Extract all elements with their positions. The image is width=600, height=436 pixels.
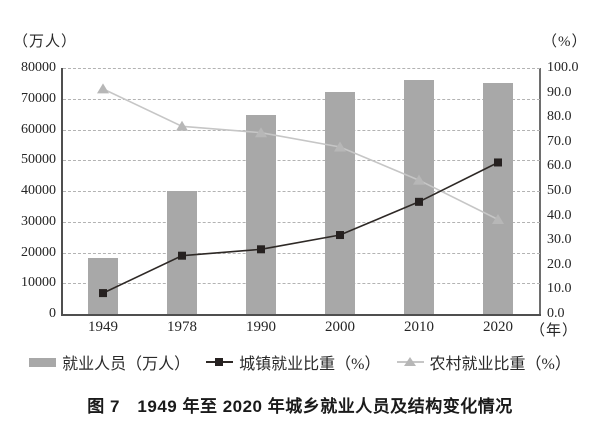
right-axis-tick-label: 90.0 (547, 85, 572, 100)
triangle-marker (334, 141, 346, 152)
bar-1990 (246, 114, 276, 314)
legend-label-employment: 就业人员（万人） (62, 356, 191, 373)
gridline (63, 191, 540, 192)
chart-legend: 就业人员（万人） 城镇就业比重（%） 农村就业比重（%） (0, 350, 600, 374)
square-marker (336, 231, 344, 240)
left-axis-tick-label: 70000 (21, 91, 56, 106)
right-axis-tick-label: 70.0 (547, 134, 572, 149)
triangle-marker (255, 127, 267, 138)
right-axis-tick-label: 0.0 (547, 306, 565, 321)
triangle-line-marker-icon (396, 357, 424, 366)
right-axis-tick-label: 80.0 (547, 109, 572, 124)
x-axis-line (61, 314, 541, 316)
x-axis-tick-label: 2000 (325, 319, 355, 335)
bar-2000 (325, 92, 355, 314)
square-marker (415, 197, 423, 206)
bar-1949 (88, 258, 118, 314)
line-series-svg (97, 83, 504, 298)
triangle-marker (413, 174, 425, 185)
left-axis-tick-label: 40000 (21, 183, 56, 198)
square-marker (494, 158, 502, 167)
triangle-marker (492, 214, 504, 225)
right-axis-tick-label: 100.0 (547, 60, 579, 75)
right-axis-tick-label: 40.0 (547, 208, 572, 223)
legend-label-urban-share: 城镇就业比重（%） (239, 356, 381, 373)
left-axis-unit-label: （万人） (13, 34, 78, 50)
gridline (63, 283, 540, 285)
gridline (63, 68, 540, 69)
gridline (63, 252, 540, 254)
left-axis-tick-label: 30000 (21, 214, 56, 229)
x-axis-tick-label: 1978 (167, 319, 197, 335)
left-axis-tick-label: 0 (49, 306, 56, 321)
right-axis-tick-label: 50.0 (547, 183, 572, 198)
square-marker (99, 289, 107, 298)
legend-item-employment: 就业人员（万人） (29, 350, 190, 374)
gridline (63, 221, 540, 223)
left-axis-tick-label: 10000 (21, 275, 56, 290)
right-y-axis-line (539, 68, 541, 316)
plot-area (63, 68, 540, 314)
right-axis-tick-label: 30.0 (547, 232, 572, 247)
triangle-marker (97, 83, 109, 94)
x-axis-unit-label: （年） (529, 323, 578, 339)
urban-share-line (102, 161, 499, 294)
square-line-marker-icon (206, 358, 234, 366)
figure-caption: 图 7 1949 年至 2020 年城乡就业人员及结构变化情况 (87, 397, 513, 416)
gridline (63, 160, 540, 162)
left-y-axis-line (61, 68, 63, 316)
legend-item-rural-share: 农村就业比重（%） (396, 350, 571, 374)
x-axis-tick-label: 1990 (246, 319, 276, 335)
left-axis-tick-label: 50000 (21, 152, 56, 167)
left-axis-tick-label: 80000 (21, 60, 56, 75)
gridline (63, 98, 540, 100)
gridline (63, 129, 540, 131)
right-axis-tick-label: 10.0 (547, 281, 572, 296)
bar-swatch-icon (29, 357, 57, 367)
square-marker (178, 251, 186, 260)
right-axis-tick-label: 20.0 (547, 257, 572, 272)
square-marker (257, 245, 265, 254)
bar-2020 (483, 83, 513, 314)
x-axis-tick-label: 2010 (404, 319, 434, 335)
x-axis-tick-label: 1949 (88, 319, 118, 335)
right-axis-tick-label: 60.0 (547, 158, 572, 173)
rural-share-line (102, 88, 499, 221)
legend-label-rural-share: 农村就业比重（%） (429, 356, 571, 373)
x-axis-tick-label: 2020 (483, 319, 513, 335)
left-axis-tick-label: 60000 (21, 122, 56, 137)
triangle-marker (176, 120, 188, 131)
left-axis-tick-label: 20000 (21, 245, 56, 260)
legend-item-urban-share: 城镇就业比重（%） (206, 350, 381, 374)
right-axis-unit-label: （%） (542, 34, 588, 50)
